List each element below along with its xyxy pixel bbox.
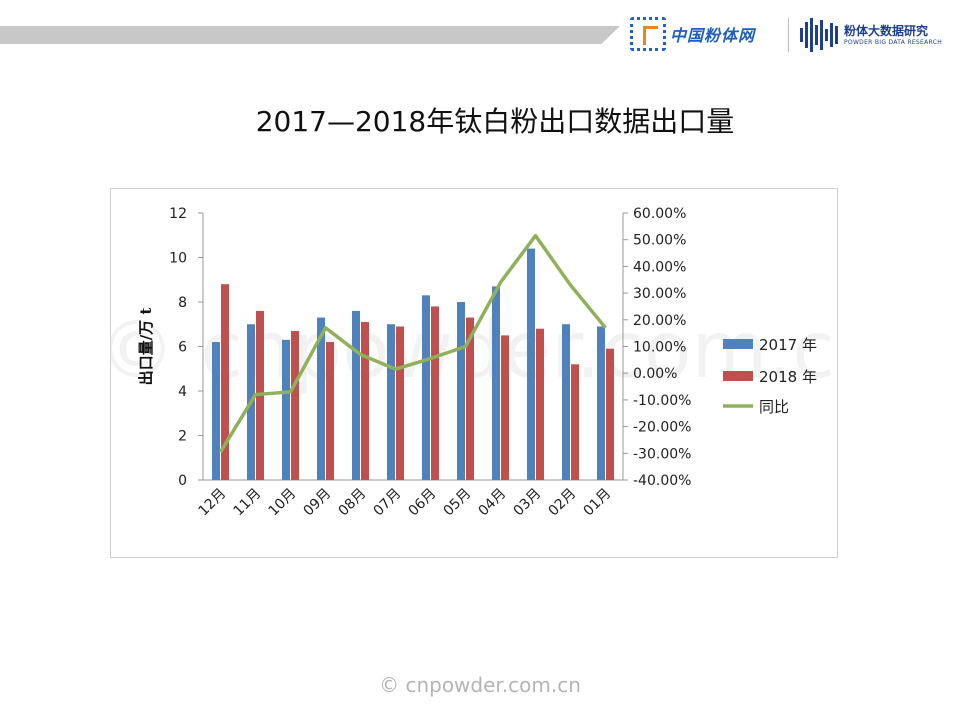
bar-2018-10月 <box>291 330 299 480</box>
right-tick-label: -40.00% <box>633 473 691 489</box>
bar-2018-08月 <box>361 322 369 480</box>
right-tick-label: 50.00% <box>633 233 686 249</box>
big-data-logo-subtitle: POWDER BIG DATA RESEARCH <box>844 38 943 46</box>
header-band <box>0 26 620 44</box>
x-tick-label: 04月 <box>476 486 510 520</box>
export-volume-chart: © cnpowder.com.cn024681012-40.00%-30.00%… <box>111 206 837 520</box>
big-data-bars-icon <box>800 18 838 52</box>
left-tick-label: 2 <box>178 429 187 445</box>
x-tick-label: 08月 <box>336 486 370 520</box>
bar-2017-02月 <box>562 324 570 480</box>
x-tick-label: 01月 <box>581 486 615 520</box>
bar-2018-09月 <box>326 342 334 480</box>
x-tick-label: 12月 <box>196 486 230 520</box>
bar-2018-07月 <box>396 326 404 480</box>
yoy-line <box>219 233 607 453</box>
x-tick-label: 05月 <box>441 486 475 520</box>
big-data-logo-title: 粉体大数据研究 <box>844 23 929 38</box>
right-tick-label: 20.00% <box>633 313 686 329</box>
logo-divider <box>788 18 789 52</box>
bar-2018-04月 <box>501 335 509 480</box>
left-tick-label: 0 <box>178 473 187 489</box>
x-tick-label: 06月 <box>406 486 440 520</box>
bar-2018-12月 <box>221 284 229 480</box>
right-tick-label: 0.00% <box>633 366 677 382</box>
bar-2017-07月 <box>387 324 395 480</box>
chart-frame: © cnpowder.com.cn 0 2 4 6 8 10 12 -40.00% -30.00%… <box>110 188 838 558</box>
footer-copyright: © cnpowder.com.cn <box>379 673 581 697</box>
x-tick-label: 07月 <box>371 486 405 520</box>
bar-2017-05月 <box>457 302 465 480</box>
bar-2017-01月 <box>597 326 605 480</box>
cnpowder-logo: 中国粉体网 <box>630 16 755 52</box>
x-tick-label: 02月 <box>546 486 580 520</box>
left-tick-label: 4 <box>178 384 187 400</box>
right-tick-label: 40.00% <box>633 259 686 275</box>
legend-2018-swatch <box>723 371 753 381</box>
x-tick-label: 10月 <box>266 486 300 520</box>
left-tick-label: 12 <box>169 206 187 222</box>
right-tick-label: -30.00% <box>633 446 691 462</box>
y-axis-label: 出口量/万 t <box>137 308 155 386</box>
bar-2018-05月 <box>466 317 474 480</box>
cnpowder-logo-mark-icon <box>630 17 666 51</box>
x-tick-label: 09月 <box>301 486 335 520</box>
legend-yoy-label: 同比 <box>759 398 789 416</box>
right-tick-label: 60.00% <box>633 206 686 222</box>
x-tick-label: 03月 <box>511 486 545 520</box>
bar-2018-06月 <box>431 306 439 480</box>
bar-2017-09月 <box>317 317 325 480</box>
right-tick-label: -10.00% <box>633 393 691 409</box>
left-tick-label: 8 <box>178 295 187 311</box>
right-tick-label: -20.00% <box>633 420 691 436</box>
big-data-logo-text: 粉体大数据研究 POWDER BIG DATA RESEARCH <box>844 24 942 47</box>
bar-2018-02月 <box>571 364 579 480</box>
bar-2018-03月 <box>536 328 544 480</box>
big-data-logo: 粉体大数据研究 POWDER BIG DATA RESEARCH <box>800 16 942 54</box>
legend-2017-label: 2017 年 <box>759 336 817 354</box>
legend-2017-swatch <box>723 339 753 349</box>
bar-2017-10月 <box>282 339 290 480</box>
bar-2017-04月 <box>492 286 500 480</box>
right-tick-label: 30.00% <box>633 286 686 302</box>
bar-2017-08月 <box>352 310 360 480</box>
bar-2018-01月 <box>606 348 614 480</box>
x-tick-label: 11月 <box>231 486 265 520</box>
bar-2017-03月 <box>527 248 535 480</box>
right-tick-label: 10.00% <box>633 340 686 356</box>
slide-title: 2017—2018年钛白粉出口数据出口量 <box>255 105 735 138</box>
legend-2018-label: 2018 年 <box>759 368 817 386</box>
left-tick-label: 10 <box>169 251 187 267</box>
cnpowder-logo-text: 中国粉体网 <box>670 26 756 45</box>
bar-2017-12月 <box>212 342 220 480</box>
left-tick-label: 6 <box>178 340 187 356</box>
bar-2017-06月 <box>422 295 430 480</box>
